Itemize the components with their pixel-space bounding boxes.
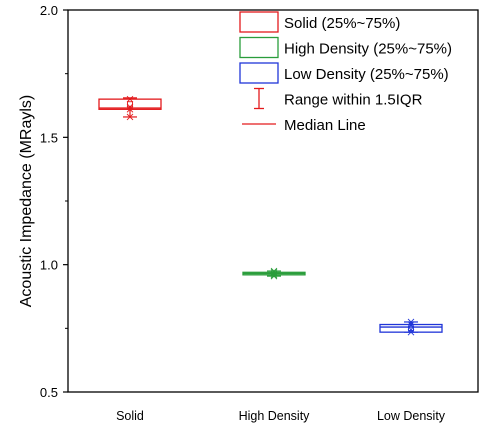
data-point [270, 268, 278, 276]
x-category-label: Solid [116, 409, 144, 423]
legend-range-symbol [254, 87, 264, 110]
data-point [407, 321, 415, 328]
data-point-stroke [270, 267, 278, 275]
y-axis-label: Acoustic Impedance (MRayls) [18, 95, 35, 308]
box-solid [98, 95, 162, 121]
box-low-density [379, 318, 443, 336]
x-category-label: High Density [239, 409, 311, 423]
y-tick-label: 0.5 [40, 385, 58, 400]
x-category-label: Low Density [377, 409, 446, 423]
y-tick-label: 1.0 [40, 258, 58, 273]
data-point-stroke [407, 318, 415, 326]
data-point [126, 103, 134, 111]
legend-swatch [239, 36, 279, 59]
box-high-density [242, 267, 306, 280]
data-point [407, 326, 415, 333]
data-point-stroke [126, 95, 134, 103]
data-point [126, 95, 134, 103]
legend-swatch [239, 62, 279, 84]
mean-marker [408, 325, 414, 332]
data-point [270, 267, 278, 275]
y-tick-label: 2.0 [40, 3, 58, 18]
data-point-stroke [126, 103, 134, 111]
data-point [126, 113, 134, 121]
x-axis-category-labels: Solid High Density Low Density [116, 409, 446, 423]
legend-label: Median Line [284, 117, 366, 134]
data-point-stroke [407, 321, 415, 328]
legend-label: Solid (25%~75%) [284, 15, 400, 32]
y-tick-label: 1.5 [40, 130, 58, 145]
box-series [98, 95, 443, 336]
data-point-stroke [270, 268, 278, 276]
data-point [407, 328, 415, 336]
data-point-stroke [407, 328, 415, 336]
data-point-stroke [126, 113, 134, 121]
data-point [407, 318, 415, 326]
legend-label: Range within 1.5IQR [284, 92, 423, 109]
legend: Solid (25%~75%) High Density (25%~75%) Low… [239, 11, 452, 134]
legend-label: Low Density (25%~75%) [284, 66, 449, 83]
legend-swatch [239, 11, 279, 33]
y-axis-ticks: 0.5 1.0 1.5 2.0 [40, 3, 68, 400]
data-point-stroke [126, 106, 134, 113]
legend-label: High Density (25%~75%) [284, 41, 452, 58]
mean-marker [127, 101, 133, 108]
data-point-stroke [407, 326, 415, 333]
data-point [126, 106, 134, 113]
